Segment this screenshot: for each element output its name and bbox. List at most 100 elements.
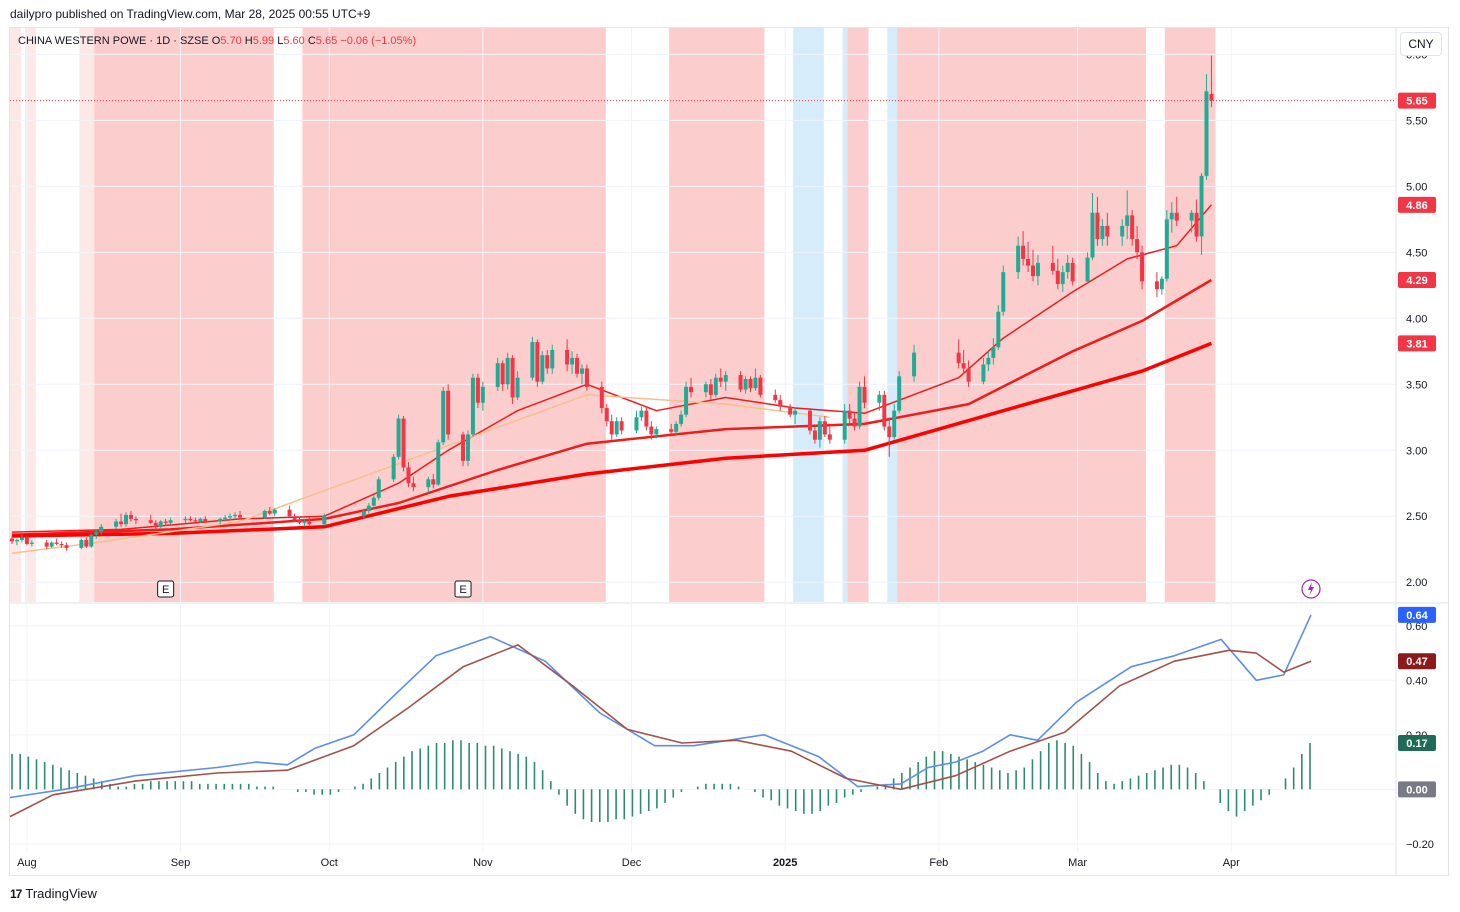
candle-body: [475, 377, 480, 403]
candle-body: [1164, 219, 1169, 279]
time-tick-label: 2025: [773, 857, 797, 869]
candle: [203, 516, 208, 523]
high-value: 5.99: [252, 35, 275, 47]
symbol-name[interactable]: CHINA WESTERN POWE · 1D · SZSE: [18, 35, 209, 47]
candle: [84, 537, 89, 548]
time-tick-label: Oct: [321, 857, 338, 869]
price-value-label: 4.86: [1406, 200, 1427, 212]
candle: [14, 538, 19, 546]
candle: [644, 408, 649, 431]
candle-body: [188, 518, 193, 521]
candle: [639, 406, 644, 422]
candle: [669, 423, 674, 435]
candle: [619, 417, 624, 435]
earnings-marker-label: E: [459, 584, 466, 596]
candle-body: [322, 516, 327, 525]
candle: [163, 518, 168, 526]
candle: [584, 364, 589, 391]
candle-body: [550, 349, 555, 369]
candle: [708, 378, 713, 401]
candle: [1125, 190, 1130, 240]
candle-body: [882, 394, 887, 427]
symbol-legend[interactable]: CHINA WESTERN POWE · 1D · SZSE O5.70 H5.…: [18, 35, 416, 47]
currency-button[interactable]: CNY: [1400, 32, 1442, 56]
candle-body: [991, 347, 996, 358]
candle: [778, 394, 783, 411]
candle-body: [996, 311, 1001, 348]
price-tick-label: 5.00: [1406, 181, 1427, 193]
candle-body: [584, 368, 589, 387]
candle-body: [10, 538, 14, 542]
price-value-tag: [1398, 335, 1436, 352]
candle-body: [233, 514, 238, 517]
candle-body: [981, 364, 986, 382]
candle: [966, 360, 971, 387]
candle-body: [198, 518, 203, 522]
candle-body: [1031, 265, 1036, 277]
open-label: O: [211, 35, 221, 47]
candle: [158, 520, 163, 529]
price-tick-label: 2.50: [1406, 511, 1427, 523]
candle-body: [1090, 212, 1095, 258]
candle: [302, 518, 307, 527]
candle-body: [272, 509, 277, 514]
candle-body: [708, 384, 713, 395]
candle: [986, 351, 991, 372]
candle: [1035, 254, 1040, 286]
candle-body: [565, 349, 570, 365]
candle-body: [1204, 91, 1209, 176]
lightning-glyph-icon: [1308, 582, 1314, 596]
candle: [684, 381, 689, 418]
oscillator-line: [9, 644, 1312, 818]
candle: [287, 505, 292, 518]
candle: [89, 533, 94, 548]
candle: [634, 410, 639, 434]
candle: [515, 371, 520, 401]
candle: [198, 517, 203, 523]
candle-body: [1105, 225, 1110, 237]
candle-body: [570, 357, 575, 365]
candle-body: [1095, 212, 1100, 240]
price-tick-label: 5.50: [1406, 115, 1427, 127]
candle-body: [480, 386, 485, 403]
price-value-label: 5.65: [1406, 96, 1427, 108]
moving-average-line: [11, 204, 1212, 533]
time-tick-label: Nov: [473, 857, 493, 869]
candle: [674, 421, 679, 435]
candle: [807, 408, 812, 435]
candle-body: [857, 386, 862, 427]
candle-body: [510, 357, 515, 398]
oscillator-pane: [9, 614, 1312, 823]
candle-body: [758, 377, 763, 395]
candle: [441, 386, 446, 445]
candle: [609, 414, 614, 440]
candle: [148, 514, 153, 525]
candle-body: [887, 426, 892, 438]
candle-body: [64, 545, 69, 548]
candle-body: [1055, 270, 1060, 284]
candle-body: [862, 386, 867, 403]
candle: [817, 417, 822, 448]
candle-body: [743, 378, 748, 390]
candle: [1105, 212, 1110, 246]
price-value-label: 4.29: [1406, 275, 1427, 287]
candle: [738, 371, 743, 393]
candle: [64, 542, 69, 551]
tradingview-logo[interactable]: 17 TradingView: [10, 886, 97, 901]
candle: [307, 517, 312, 526]
candle-body: [1016, 245, 1021, 273]
candle-body: [267, 510, 272, 514]
candle-body: [307, 521, 312, 525]
price-value-tag: [1398, 272, 1436, 289]
candle: [495, 357, 500, 391]
open-value: 5.70: [220, 35, 242, 47]
candle-body: [966, 368, 971, 382]
candle-body: [713, 377, 718, 395]
candle-body: [44, 542, 49, 547]
candle: [1140, 245, 1145, 290]
candle-body: [302, 521, 307, 523]
candle: [237, 510, 242, 519]
candle-body: [579, 368, 584, 374]
candle: [54, 538, 59, 546]
